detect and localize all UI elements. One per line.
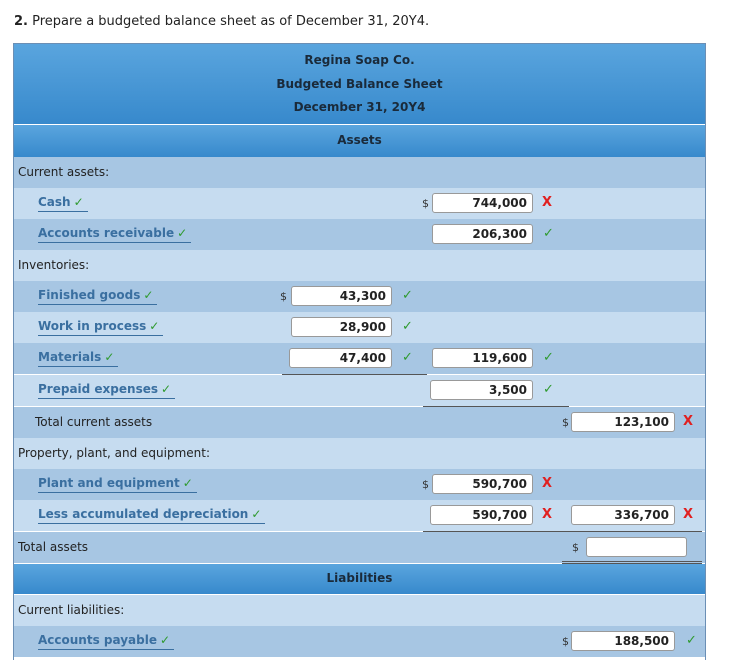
assets-section-header: Assets (14, 125, 705, 157)
prepaid-label: Prepaid expenses (38, 382, 158, 396)
question-number: 2. (14, 14, 28, 29)
x-icon: X (542, 476, 553, 491)
check-icon: ✓ (182, 476, 193, 490)
ap-account[interactable]: Accounts payable ✓ (38, 633, 175, 650)
check-icon: ✓ (73, 195, 84, 209)
total-current-assets-label: Total current assets (35, 415, 153, 429)
ar-label: Accounts receivable (38, 226, 175, 240)
x-icon: X (542, 195, 553, 210)
finished-goods-account[interactable]: Finished goods ✓ (38, 288, 158, 305)
check-icon: ✓ (543, 350, 554, 365)
check-icon: ✓ (143, 288, 154, 302)
net-ppe-input[interactable]: 336,700 (571, 505, 675, 525)
dollar-sign: $ (572, 541, 579, 554)
total-double-rule-2 (562, 563, 702, 564)
total-current-assets-row: Total current assets $ 123,100 X (14, 407, 705, 438)
prepaid-row: Prepaid expenses ✓ 3,500 ✓ (14, 375, 705, 406)
check-icon: ✓ (161, 382, 172, 396)
x-icon: X (683, 414, 694, 429)
dollar-sign: $ (280, 290, 287, 303)
total-assets-input[interactable] (586, 537, 687, 557)
current-assets-label: Current assets: (18, 165, 110, 179)
question-prompt: Prepare a budgeted balance sheet as of D… (32, 14, 430, 29)
inventories-row: Inventories: (14, 250, 705, 281)
wip-label: Work in process (38, 319, 147, 333)
check-icon: ✓ (543, 382, 554, 397)
ap-row: Accounts payable ✓ $ 188,500 ✓ (14, 626, 705, 657)
dollar-sign: $ (422, 197, 429, 210)
accum-dep-label: Less accumulated depreciation (38, 507, 249, 521)
ap-label: Accounts payable (38, 633, 157, 647)
cash-row: Cash ✓ $ 744,000 X (14, 188, 705, 219)
plant-input[interactable]: 590,700 (432, 474, 533, 494)
check-icon: ✓ (149, 319, 160, 333)
check-icon: ✓ (402, 319, 413, 334)
assets-label: Assets (337, 133, 382, 147)
question-text: 2. Prepare a budgeted balance sheet as o… (14, 14, 429, 29)
finished-goods-input[interactable]: 43,300 (291, 286, 392, 306)
dollar-sign: $ (562, 416, 569, 429)
total-assets-row: Total assets $ (14, 532, 705, 563)
prepaid-input[interactable]: 3,500 (430, 380, 533, 400)
ar-input[interactable]: 206,300 (432, 224, 533, 244)
wip-account[interactable]: Work in process ✓ (38, 319, 164, 336)
check-icon: ✓ (402, 288, 413, 303)
cash-account[interactable]: Cash ✓ (38, 195, 88, 212)
materials-account[interactable]: Materials ✓ (38, 350, 119, 367)
wip-input[interactable]: 28,900 (291, 317, 392, 337)
wip-row: Work in process ✓ 28,900 ✓ (14, 312, 705, 343)
balance-sheet: Regina Soap Co. Budgeted Balance Sheet D… (13, 43, 706, 660)
liabilities-section-header: Liabilities (14, 564, 705, 594)
inventories-label: Inventories: (18, 258, 90, 272)
total-double-rule-1 (562, 561, 702, 562)
dollar-sign: $ (562, 635, 569, 648)
subtotal-rule (423, 406, 569, 407)
subtotal-rule (282, 374, 427, 375)
x-icon: X (683, 507, 694, 522)
plant-row: Plant and equipment ✓ $ 590,700 X (14, 469, 705, 500)
current-liabilities-label: Current liabilities: (18, 603, 125, 617)
sheet-title: Budgeted Balance Sheet (276, 77, 443, 91)
materials-label: Materials (38, 350, 102, 364)
inventories-total-input[interactable]: 119,600 (432, 348, 533, 368)
sheet-date: December 31, 20Y4 (293, 100, 426, 114)
materials-row: Materials ✓ 47,400 ✓ 119,600 ✓ (14, 343, 705, 374)
cash-input[interactable]: 744,000 (432, 193, 533, 213)
check-icon: ✓ (159, 633, 171, 647)
accum-dep-input[interactable]: 590,700 (430, 505, 533, 525)
check-icon: ✓ (251, 507, 262, 521)
ppe-row: Property, plant, and equipment: (14, 438, 705, 469)
check-icon: ✓ (177, 226, 188, 240)
finished-goods-label: Finished goods (38, 288, 141, 302)
cash-label: Cash (38, 195, 71, 209)
total-assets-label: Total assets (18, 540, 89, 554)
x-icon: X (542, 507, 553, 522)
total-current-assets-input[interactable]: 123,100 (571, 412, 675, 432)
current-assets-row: Current assets: (14, 157, 705, 188)
check-icon: ✓ (543, 226, 554, 241)
subtotal-rule (423, 531, 569, 532)
ppe-label: Property, plant, and equipment: (18, 446, 211, 460)
finished-goods-row: Finished goods ✓ $ 43,300 ✓ (14, 281, 705, 312)
check-icon: ✓ (686, 633, 697, 648)
liabilities-label: Liabilities (326, 571, 393, 585)
accum-dep-row: Less accumulated depreciation ✓ 590,700 X… (14, 500, 705, 531)
company-name: Regina Soap Co. (304, 53, 415, 67)
materials-input[interactable]: 47,400 (289, 348, 392, 368)
sheet-header: Regina Soap Co. Budgeted Balance Sheet D… (14, 44, 705, 124)
dollar-sign: $ (422, 478, 429, 491)
plant-account[interactable]: Plant and equipment ✓ (38, 476, 197, 493)
check-icon: ✓ (402, 350, 413, 365)
ap-input[interactable]: 188,500 (571, 631, 675, 651)
ar-account[interactable]: Accounts receivable ✓ (38, 226, 192, 243)
plant-label: Plant and equipment (38, 476, 180, 490)
ar-row: Accounts receivable ✓ 206,300 ✓ (14, 219, 705, 250)
accum-dep-account[interactable]: Less accumulated depreciation ✓ (38, 507, 266, 524)
subtotal-rule (562, 531, 702, 532)
check-icon: ✓ (104, 350, 115, 364)
current-liabilities-row: Current liabilities: (14, 595, 705, 626)
prepaid-account[interactable]: Prepaid expenses ✓ (38, 382, 176, 399)
